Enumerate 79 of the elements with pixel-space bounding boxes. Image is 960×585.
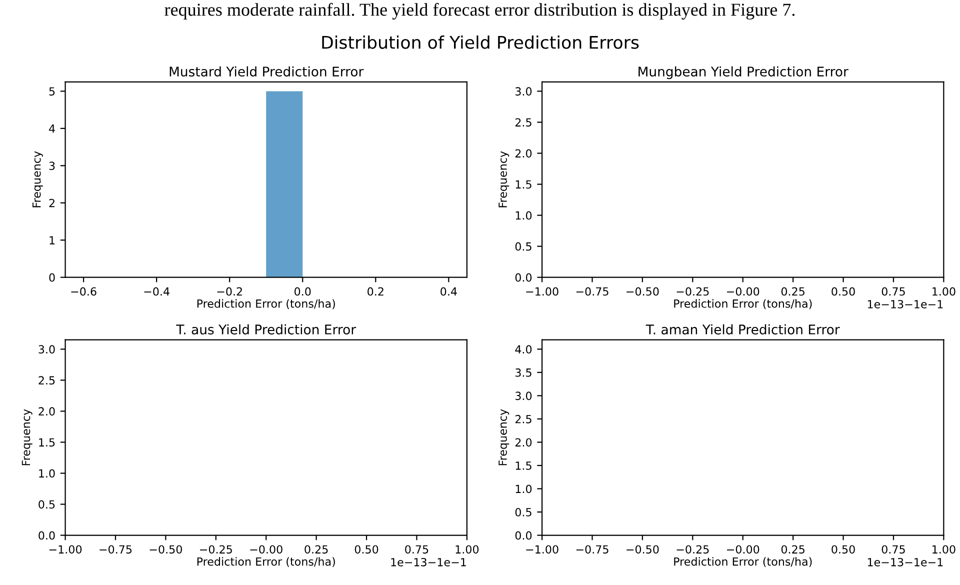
x-axis-title: Prediction Error (tons/ha) [197, 557, 335, 568]
y-tick-label: 3 [49, 162, 55, 170]
x-tick-label: −0.25 [676, 545, 709, 554]
text: 1e−13−1e−1 [868, 300, 943, 308]
y-tick-label: 0.5 [38, 500, 55, 509]
x-tick-label: −0.00 [250, 545, 282, 554]
y-tick-label: 1.5 [516, 180, 532, 189]
x-tick-label: −0.50 [626, 287, 659, 296]
y-tick-label: 1 [50, 236, 55, 244]
x-tick-label: −0.75 [100, 545, 132, 554]
y-tick-label: 2.0 [38, 407, 55, 416]
x-tick-label: −0.4 [144, 287, 170, 296]
y-tick-label: 4.0 [515, 345, 532, 354]
y-tick-label: 2.0 [515, 149, 532, 158]
x-tick-label: 0.75 [405, 545, 428, 554]
x-tick-label: −1.00 [526, 287, 558, 296]
chart-title: T. aus Yield Prediction Error [176, 324, 356, 334]
x-tick-label: 0.2 [368, 287, 384, 296]
y-tick-label: 2.5 [38, 376, 55, 385]
text: 1e−13−1e−1 [391, 558, 466, 566]
y-tick-label: 3.5 [515, 368, 532, 377]
text: Distribution of Yield Prediction Errors [322, 35, 639, 49]
x-tick-label: 0.50 [354, 545, 378, 554]
x-tick-label: 0.0 [294, 287, 311, 296]
y-tick-label: 0.5 [515, 242, 532, 251]
x-tick-label: −0.2 [217, 287, 242, 296]
x-tick-label: 0.25 [304, 545, 328, 554]
text: 1e−13−1e−1 [868, 558, 943, 566]
x-tick-label: −1.00 [526, 545, 558, 554]
x-axis-title: Prediction Error (tons/ha) [674, 557, 812, 568]
x-tick-label: 1.00 [932, 287, 956, 296]
x-axis-title: Prediction Error (tons/ha) [674, 299, 812, 310]
x-tick-label: 0.25 [781, 545, 804, 554]
x-tick-label: 0.4 [440, 287, 457, 296]
y-tick-label: 3.0 [515, 87, 532, 96]
x-tick-label: 0.75 [882, 545, 905, 554]
y-tick-label: 3.0 [515, 392, 532, 400]
x-tick-label: 0.50 [832, 287, 855, 296]
y-tick-label: 2.5 [515, 118, 532, 127]
y-tick-label: 0.5 [515, 508, 532, 516]
y-tick-label: 1.5 [516, 462, 532, 470]
x-tick-label: 0.75 [882, 287, 905, 296]
y-tick-label: 2.0 [515, 438, 532, 447]
x-tick-label: 0.50 [832, 545, 855, 554]
y-tick-label: 5 [49, 87, 55, 96]
x-tick-label: −0.75 [576, 287, 608, 296]
x-tick-label: 1.00 [932, 545, 956, 554]
y-tick-label: 1.0 [516, 211, 532, 220]
y-axis-title: Frequency [498, 151, 510, 208]
x-tick-label: −0.50 [150, 545, 182, 554]
x-tick-label: −0.00 [727, 545, 760, 554]
x-tick-label: −0.25 [200, 545, 232, 554]
y-tick-label: 0.0 [515, 531, 532, 540]
y-tick-label: 0.0 [38, 531, 55, 540]
x-tick-label: −0.00 [727, 287, 760, 296]
y-tick-label: 4 [49, 124, 55, 133]
y-tick-label: 0 [49, 273, 55, 282]
y-tick-label: 0.0 [515, 273, 532, 282]
y-axis-title: Frequency [498, 409, 510, 466]
y-tick-label: 1.0 [516, 484, 532, 494]
text: requires moderate rainfall. The yield forecast error distribution is displayed in Figure 7. [164, 2, 795, 20]
y-tick-label: 3.0 [38, 345, 55, 354]
chart-title: T. aman Yield Prediction Error [646, 324, 840, 334]
x-tick-label: −0.75 [576, 545, 608, 554]
y-tick-label: 1.5 [39, 438, 55, 447]
y-tick-label: 2 [49, 198, 54, 208]
y-tick-label: 1.0 [39, 469, 55, 478]
y-axis-title: Frequency [32, 151, 43, 208]
x-tick-label: 0.25 [781, 287, 804, 296]
x-tick-label: −0.6 [71, 287, 96, 296]
x-tick-label: −1.00 [49, 545, 82, 554]
y-axis-title: Frequency [22, 409, 32, 466]
x-tick-label: −0.50 [626, 545, 659, 554]
chart-title: Mungbean Yield Prediction Error [638, 66, 848, 80]
chart-title: Mustard Yield Prediction Error [170, 66, 364, 77]
x-axis-title: Prediction Error (tons/ha) [197, 299, 335, 310]
x-tick-label: 1.00 [456, 545, 479, 554]
x-tick-label: −0.25 [676, 287, 709, 296]
y-tick-label: 2.5 [515, 414, 532, 424]
